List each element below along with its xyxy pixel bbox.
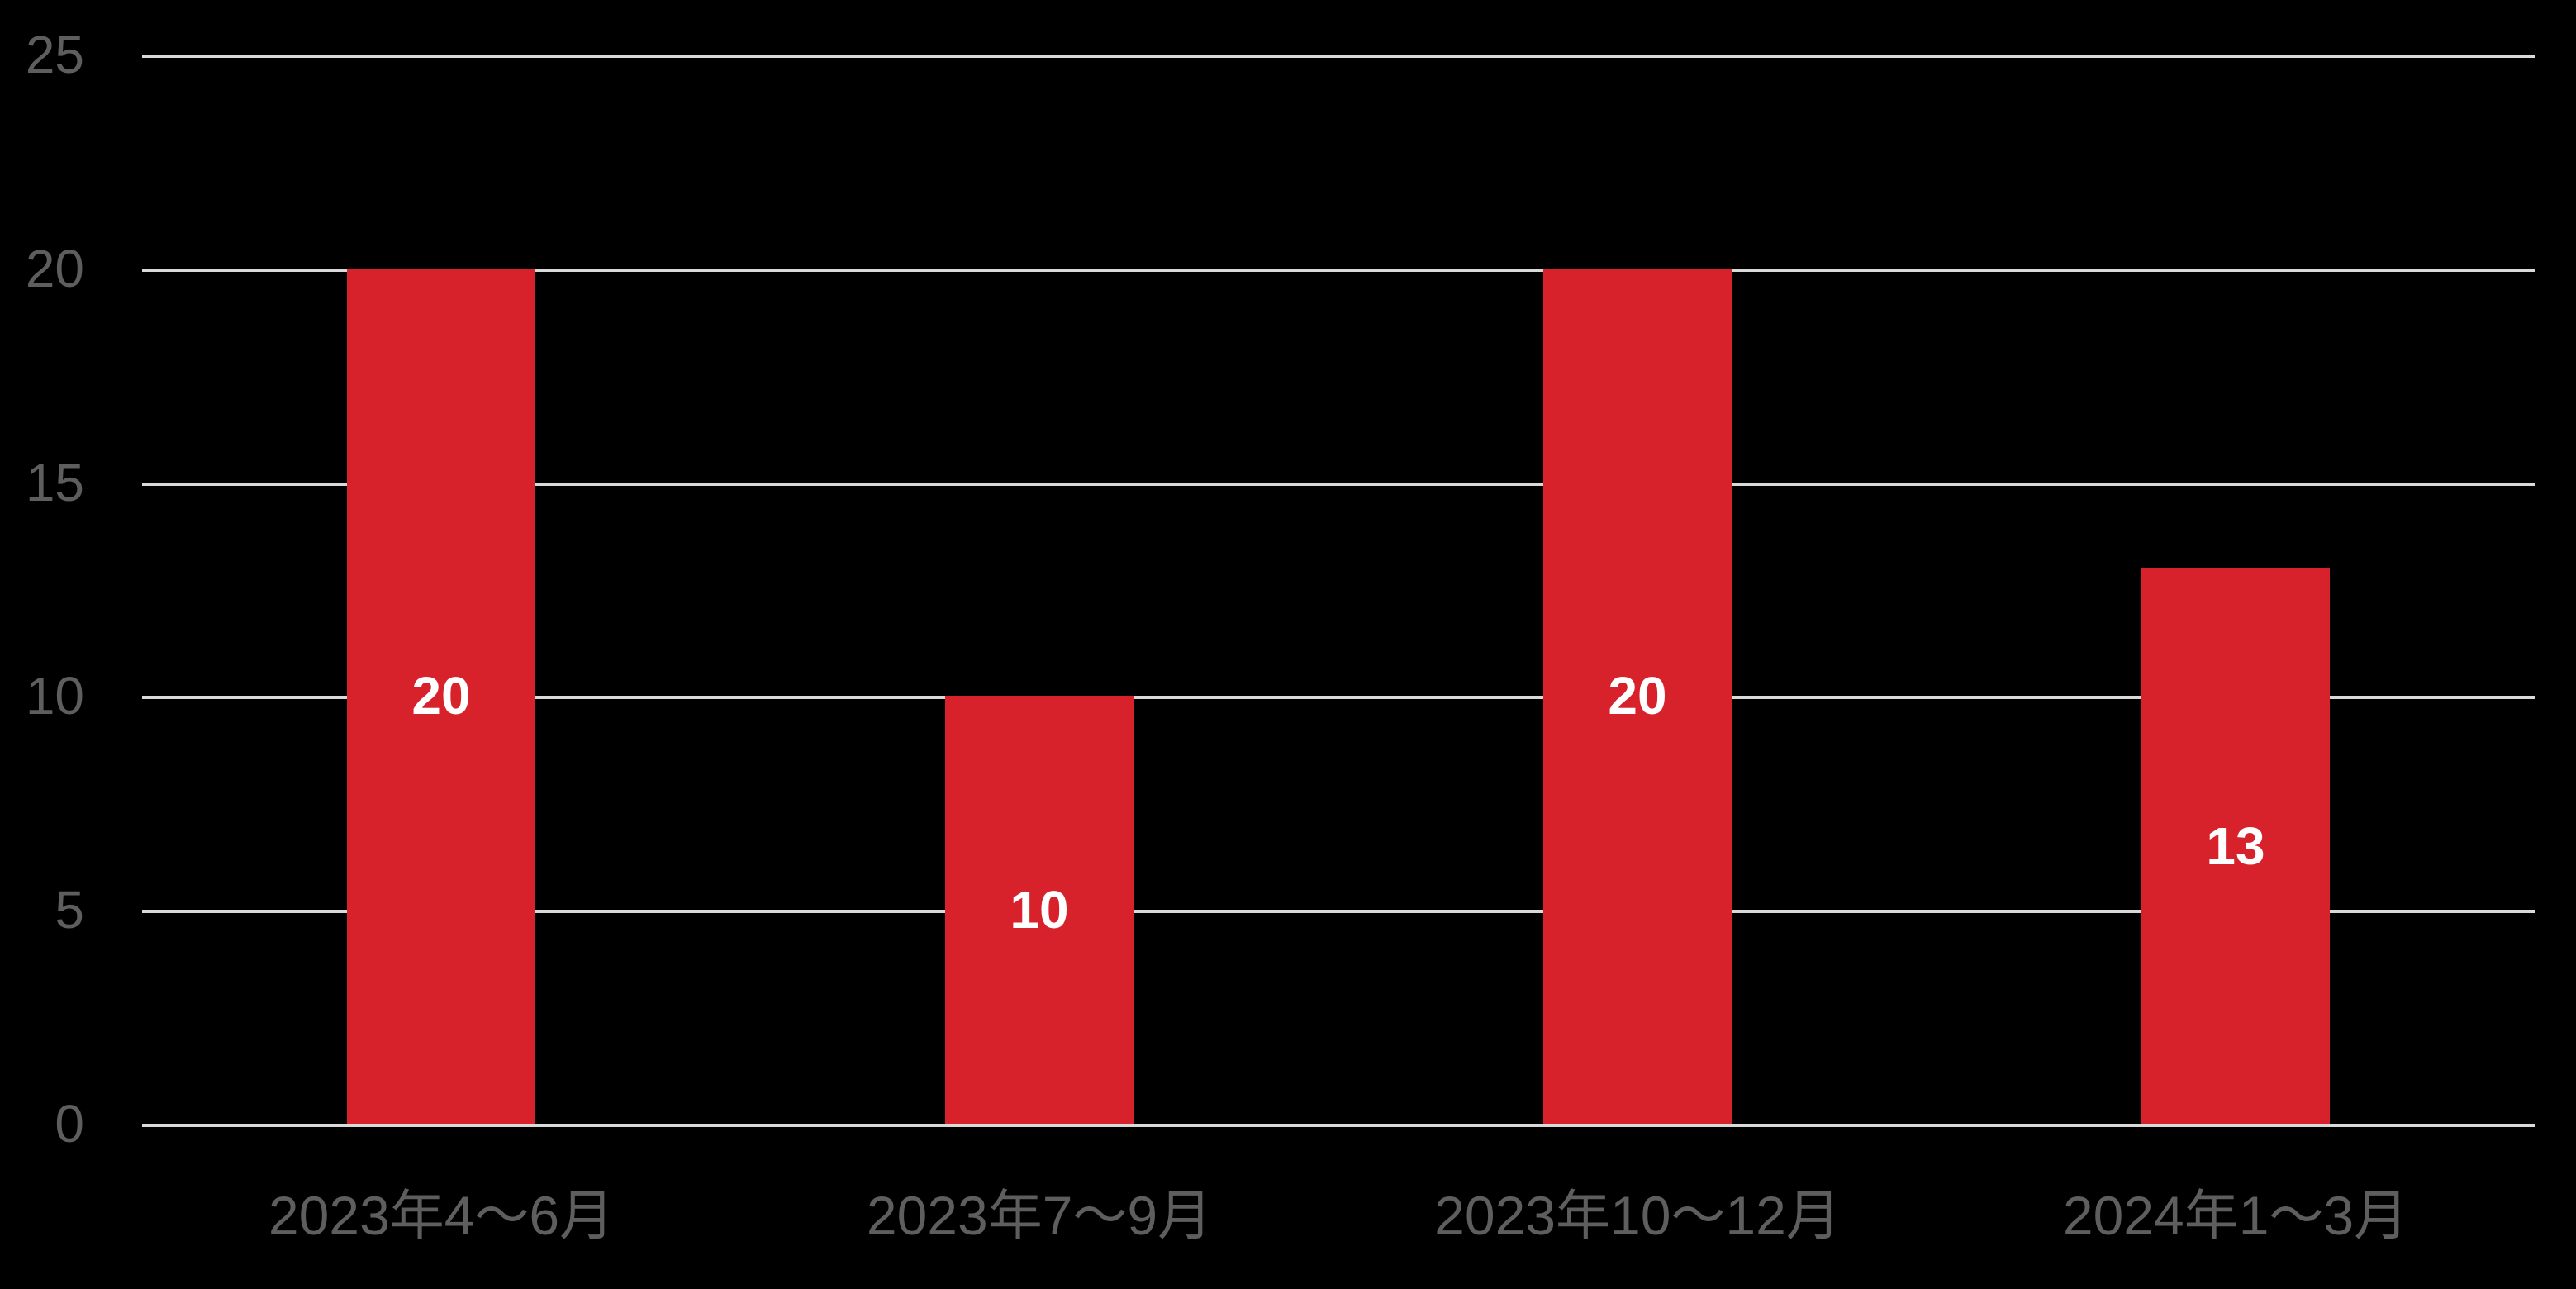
x-axis-tick-label: 2023年7〜9月: [866, 1185, 1213, 1246]
gridline: [142, 696, 2535, 700]
y-axis-tick-label: 0: [55, 1094, 84, 1153]
x-axis-tick-label: 2023年10〜12月: [1434, 1185, 1841, 1246]
bar-value-label: 20: [1608, 666, 1667, 726]
bar: 20: [1543, 268, 1732, 1124]
bar: 20: [347, 268, 535, 1124]
bar: 13: [2141, 568, 2330, 1124]
y-axis-tick-label: 15: [25, 452, 84, 512]
plot-area: 20 10 20 13: [142, 55, 2535, 1127]
gridline: [142, 1124, 2535, 1127]
gridline: [142, 55, 2535, 58]
y-axis-tick-label: 20: [25, 238, 84, 298]
y-axis-tick-label: 5: [55, 880, 84, 940]
bar-value-label: 13: [2206, 816, 2265, 876]
gridline: [142, 268, 2535, 272]
gridline: [142, 910, 2535, 914]
bar-value-label: 10: [1010, 880, 1069, 940]
y-axis-tick-label: 10: [25, 666, 84, 726]
y-axis-tick-label: 25: [25, 25, 84, 84]
bar: 10: [945, 696, 1134, 1124]
x-axis-tick-label: 2024年1〜3月: [2062, 1185, 2409, 1246]
bar-value-label: 20: [411, 666, 471, 726]
gridline: [142, 482, 2535, 486]
x-axis-tick-label: 2023年4〜6月: [268, 1185, 615, 1246]
